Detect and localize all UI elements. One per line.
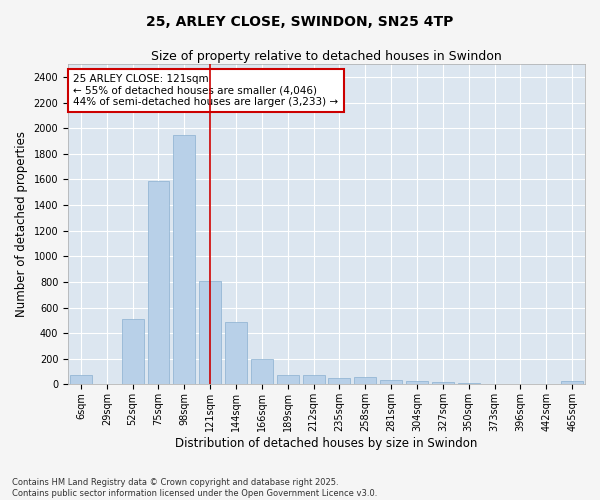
X-axis label: Distribution of detached houses by size in Swindon: Distribution of detached houses by size … xyxy=(175,437,478,450)
Bar xyxy=(458,383,479,384)
Text: 25, ARLEY CLOSE, SWINDON, SN25 4TP: 25, ARLEY CLOSE, SWINDON, SN25 4TP xyxy=(146,15,454,29)
Bar xyxy=(199,280,221,384)
Title: Size of property relative to detached houses in Swindon: Size of property relative to detached ho… xyxy=(151,50,502,63)
Bar xyxy=(302,375,325,384)
Bar xyxy=(122,319,143,384)
Bar xyxy=(148,180,169,384)
Bar xyxy=(251,359,273,384)
Bar xyxy=(380,380,402,384)
Bar xyxy=(225,322,247,384)
Bar xyxy=(355,378,376,384)
Bar xyxy=(561,380,583,384)
Y-axis label: Number of detached properties: Number of detached properties xyxy=(15,132,28,318)
Bar xyxy=(173,134,196,384)
Bar xyxy=(70,375,92,384)
Text: 25 ARLEY CLOSE: 121sqm
← 55% of detached houses are smaller (4,046)
44% of semi-: 25 ARLEY CLOSE: 121sqm ← 55% of detached… xyxy=(73,74,338,107)
Bar xyxy=(406,380,428,384)
Bar xyxy=(432,382,454,384)
Bar xyxy=(277,375,299,384)
Text: Contains HM Land Registry data © Crown copyright and database right 2025.
Contai: Contains HM Land Registry data © Crown c… xyxy=(12,478,377,498)
Bar xyxy=(328,378,350,384)
